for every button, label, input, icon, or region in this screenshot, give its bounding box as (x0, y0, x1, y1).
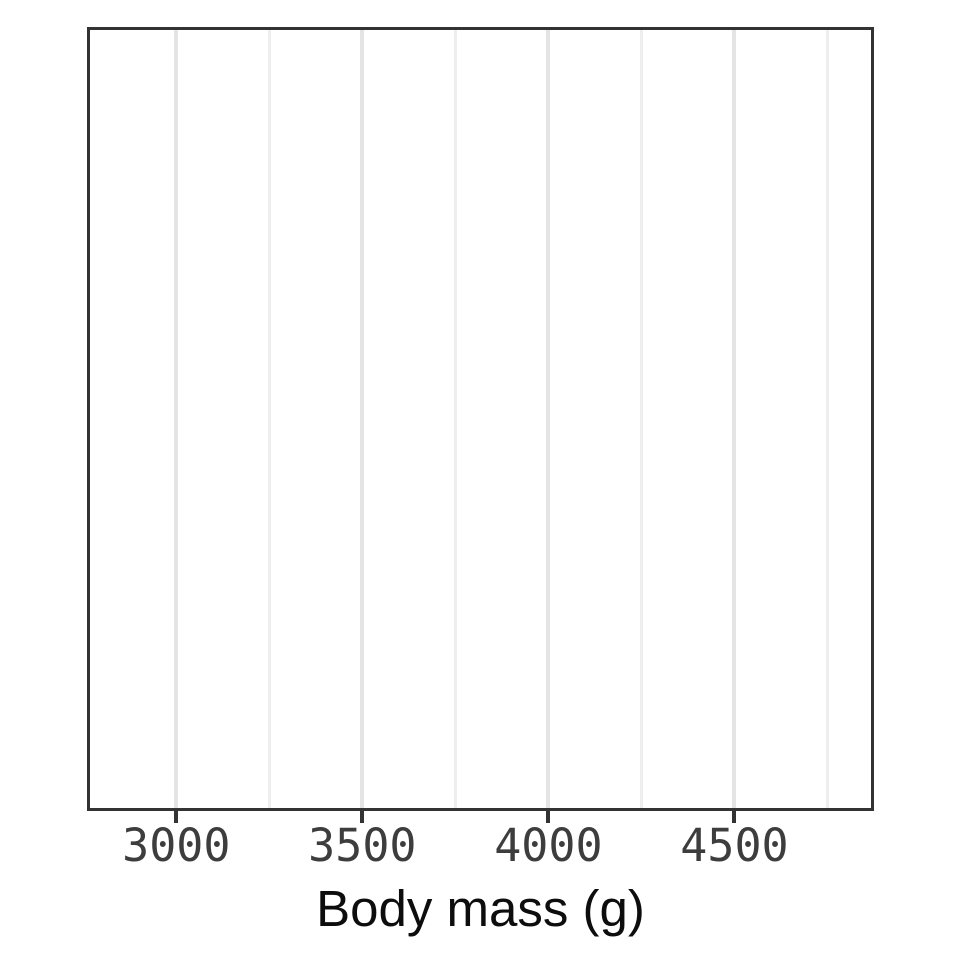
gridline-major (174, 30, 179, 808)
x-axis-tick (174, 811, 179, 823)
gridline-major (360, 30, 365, 808)
gridline-major (732, 30, 737, 808)
x-axis-tick-label: 3500 (308, 819, 417, 872)
gridline-minor (825, 30, 829, 808)
gridline-major (546, 30, 551, 808)
x-axis-tick (732, 811, 737, 823)
gridline-minor (267, 30, 271, 808)
gridline-minor (639, 30, 643, 808)
x-axis-tick-label: 4500 (680, 819, 789, 872)
x-axis-title: Body mass (g) (316, 880, 645, 937)
plot-panel (87, 27, 874, 811)
x-axis-tick (360, 811, 365, 823)
x-axis-tick (546, 811, 551, 823)
x-axis-tick-label: 3000 (122, 819, 231, 872)
x-axis-tick-label: 4000 (494, 819, 603, 872)
gridline-minor (453, 30, 457, 808)
